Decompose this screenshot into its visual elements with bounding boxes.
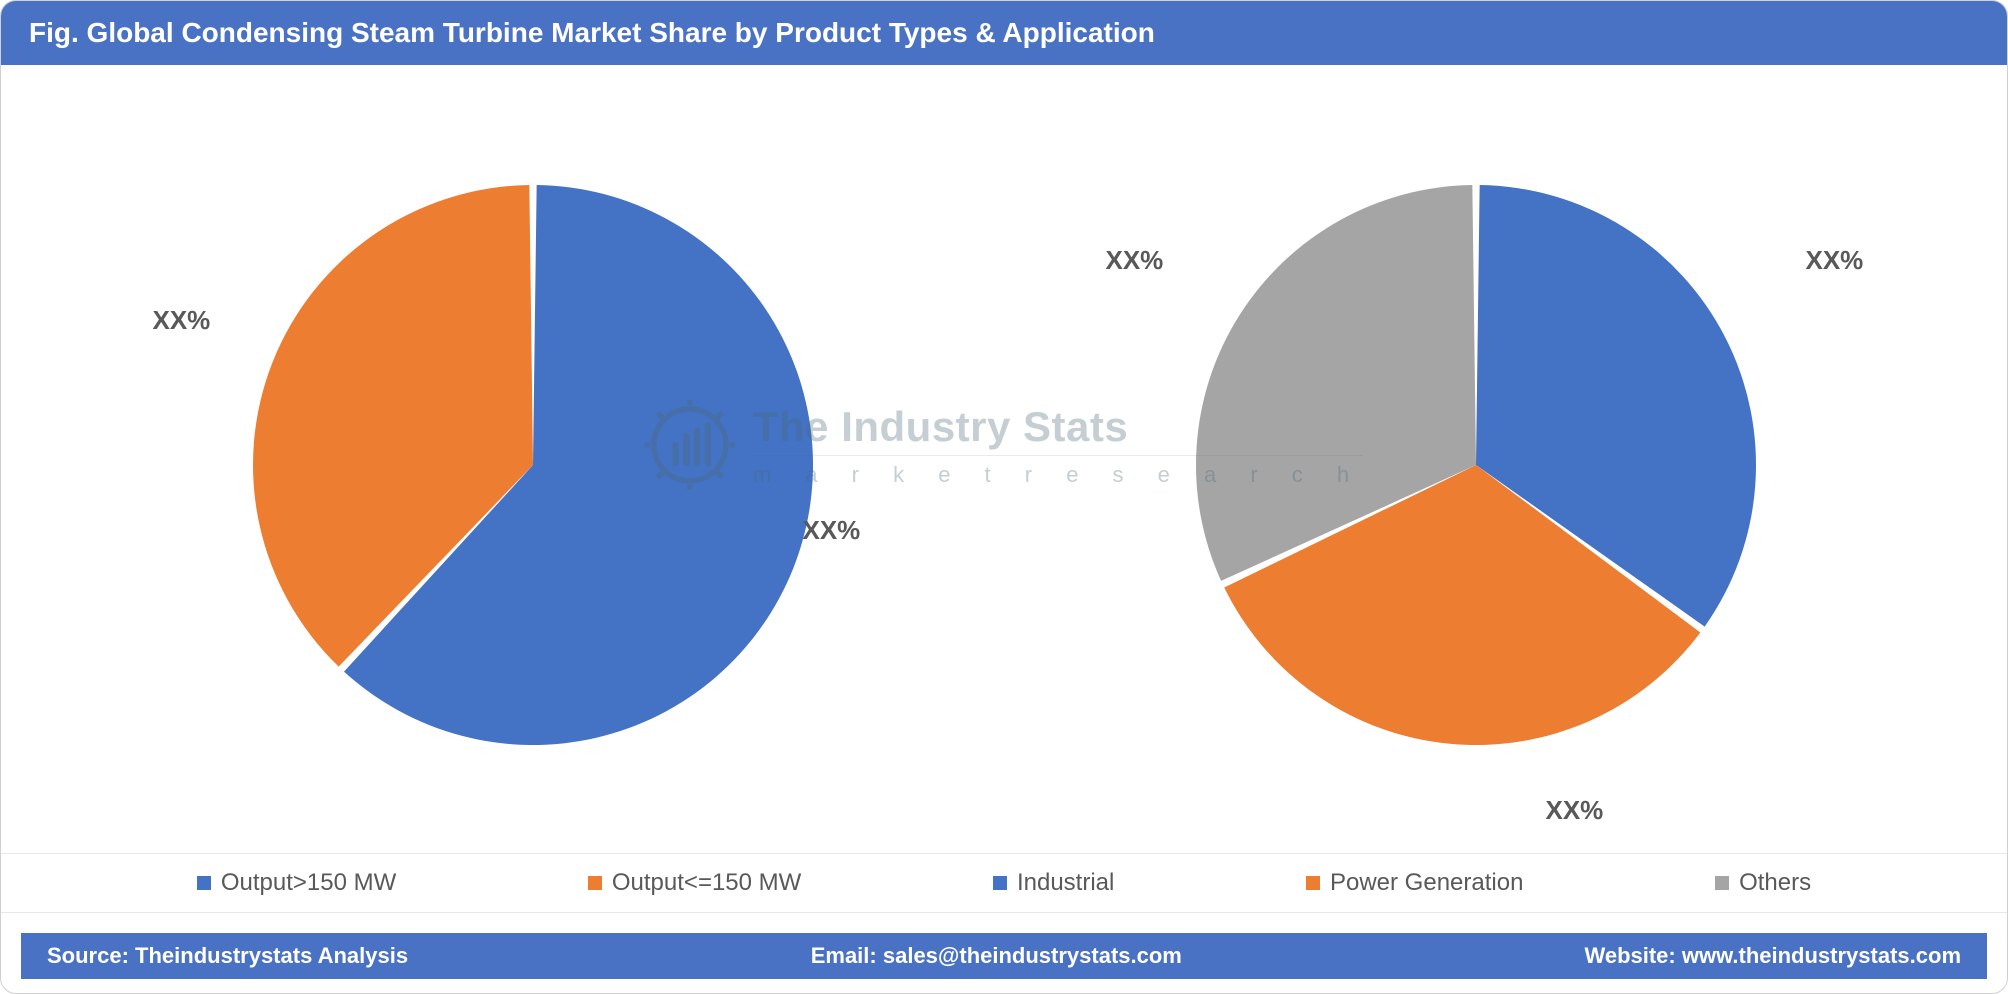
slice-label: XX%	[1106, 245, 1164, 276]
legend-label: Output>150 MW	[221, 869, 396, 897]
pie-chart-product-types: XX% XX%	[83, 115, 983, 815]
footer-bar: Source: Theindustrystats Analysis Email:…	[21, 933, 1987, 979]
figure-title-bar: Fig. Global Condensing Steam Turbine Mar…	[1, 1, 2007, 65]
legend-label: Others	[1739, 869, 1811, 897]
legend-label: Industrial	[1017, 869, 1114, 897]
slice-label: XX%	[153, 305, 211, 336]
legend-swatch	[197, 876, 211, 890]
slice-label: XX%	[1806, 245, 1864, 276]
legend-item: Output<=150 MW	[588, 869, 801, 897]
pie-chart-application: XX%XX%XX%	[1026, 115, 1926, 815]
legend-item: Others	[1715, 869, 1811, 897]
legend-item: Output>150 MW	[197, 869, 396, 897]
legend-swatch	[588, 876, 602, 890]
legend-label: Output<=150 MW	[612, 869, 801, 897]
legend-item: Power Generation	[1306, 869, 1523, 897]
slice-label: XX%	[803, 515, 861, 546]
figure-title: Fig. Global Condensing Steam Turbine Mar…	[29, 17, 1155, 48]
figure-container: Fig. Global Condensing Steam Turbine Mar…	[0, 0, 2008, 994]
legend-item: Industrial	[993, 869, 1114, 897]
legend-swatch	[993, 876, 1007, 890]
legend-swatch	[1715, 876, 1729, 890]
charts-area: XX%XX% XX%XX%XX% The Industry Stats m a …	[1, 65, 2007, 825]
footer-email: Email: sales@theindustrystats.com	[811, 943, 1182, 969]
legend-swatch	[1306, 876, 1320, 890]
footer-website: Website: www.theindustrystats.com	[1584, 943, 1961, 969]
pie-svg	[83, 115, 983, 815]
legend-label: Power Generation	[1330, 869, 1523, 897]
slice-label: XX%	[1546, 795, 1604, 826]
legend: Output>150 MW Output<=150 MW Industrial Pow…	[1, 853, 2007, 913]
pie-svg	[1026, 115, 1926, 815]
footer-source: Source: Theindustrystats Analysis	[47, 943, 408, 969]
